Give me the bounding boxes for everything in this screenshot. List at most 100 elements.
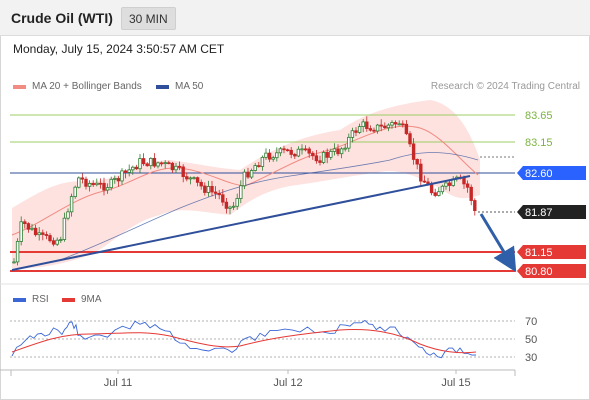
candle <box>282 145 286 154</box>
candle <box>138 154 142 174</box>
legend-rsi-ma: 9MA <box>62 294 102 305</box>
rsi-level-label: 30 <box>525 352 537 364</box>
candle <box>390 120 394 129</box>
candle <box>433 188 437 198</box>
candle <box>55 237 59 246</box>
candle <box>469 184 473 206</box>
level-label-81.15: 81.15 <box>517 245 586 259</box>
rsi-level-label: 70 <box>525 316 537 328</box>
candle <box>379 119 383 132</box>
candle <box>109 176 113 191</box>
candle <box>415 158 419 170</box>
candle <box>120 168 124 185</box>
candle <box>213 186 218 199</box>
candle <box>177 161 182 171</box>
candle <box>307 146 311 158</box>
candle <box>336 144 340 157</box>
candle <box>116 176 121 187</box>
legend-rsi-swatch <box>13 297 26 302</box>
candle <box>411 138 416 165</box>
legend-ma20-label: MA 20 + Bollinger Bands <box>32 81 142 92</box>
candle <box>401 120 405 128</box>
legend-ma20-swatch <box>13 84 26 89</box>
candle <box>350 127 355 143</box>
legend-rsi-ma-swatch <box>62 297 75 302</box>
candle <box>246 167 250 179</box>
legend-rsi-ma-label: 9MA <box>81 294 102 305</box>
svg-text:81.87: 81.87 <box>525 207 553 219</box>
price-level-lines <box>10 114 515 272</box>
time-axis-label: Jul 15 <box>441 377 470 389</box>
candle <box>296 146 301 158</box>
candle <box>372 127 376 134</box>
legend-rsi: RSI <box>13 294 49 305</box>
svg-text:81.15: 81.15 <box>525 247 553 259</box>
svg-text:82.60: 82.60 <box>525 168 553 180</box>
candle <box>98 178 103 189</box>
candle <box>235 193 239 210</box>
candle <box>156 161 160 169</box>
candle <box>37 227 41 241</box>
legend-ma50-label: MA 50 <box>175 81 204 92</box>
candle <box>422 175 427 184</box>
candle <box>210 180 214 197</box>
candle <box>473 198 477 216</box>
legend-ma20: MA 20 + Bollinger Bands <box>13 81 142 92</box>
level-label-83.65: 83.65 <box>525 110 553 122</box>
candle <box>440 184 445 195</box>
candle <box>195 176 200 187</box>
candle <box>127 164 131 177</box>
candle <box>73 185 77 199</box>
svg-text:83.15: 83.15 <box>525 137 553 149</box>
candle <box>149 157 153 170</box>
candle <box>275 147 279 162</box>
candle <box>354 127 358 137</box>
candle <box>357 123 362 134</box>
candle <box>239 180 243 204</box>
candle <box>188 176 193 185</box>
candle <box>77 176 81 189</box>
candle <box>318 155 322 166</box>
candle <box>167 160 171 165</box>
candle <box>437 187 441 197</box>
candle <box>44 231 49 240</box>
trendline <box>11 175 517 273</box>
time-axis: Jul 11 Jul 12 Jul 15 <box>0 369 516 389</box>
candle <box>419 158 423 186</box>
ma50-line <box>59 152 479 261</box>
candlesticks <box>12 116 477 266</box>
candle <box>444 180 448 190</box>
candle <box>271 155 275 162</box>
candle <box>163 160 167 169</box>
timeframe-badge[interactable]: 30 MIN <box>121 7 176 30</box>
candle <box>264 148 268 160</box>
candle <box>465 180 470 193</box>
candle <box>332 143 337 156</box>
candle <box>311 151 315 160</box>
candle <box>105 183 110 194</box>
rsi-ma-line <box>11 329 477 354</box>
candle <box>91 180 95 187</box>
candle <box>203 182 207 196</box>
candle <box>347 133 351 152</box>
candle <box>15 238 20 266</box>
candle <box>253 163 257 172</box>
candle <box>257 162 261 168</box>
candle <box>368 125 373 132</box>
candle <box>339 147 344 159</box>
candle <box>199 179 203 190</box>
candle <box>66 208 70 221</box>
candle <box>404 120 409 136</box>
candle <box>59 236 63 243</box>
support-trendline <box>11 175 471 271</box>
candle <box>383 122 387 129</box>
legend-ma50-swatch <box>156 84 169 89</box>
candle <box>375 123 380 134</box>
copyright-text: Research © 2024 Trading Central <box>430 81 580 92</box>
candle <box>87 180 92 192</box>
candle <box>12 258 16 264</box>
candle <box>41 229 45 241</box>
candle <box>123 169 128 179</box>
candle <box>181 164 185 183</box>
